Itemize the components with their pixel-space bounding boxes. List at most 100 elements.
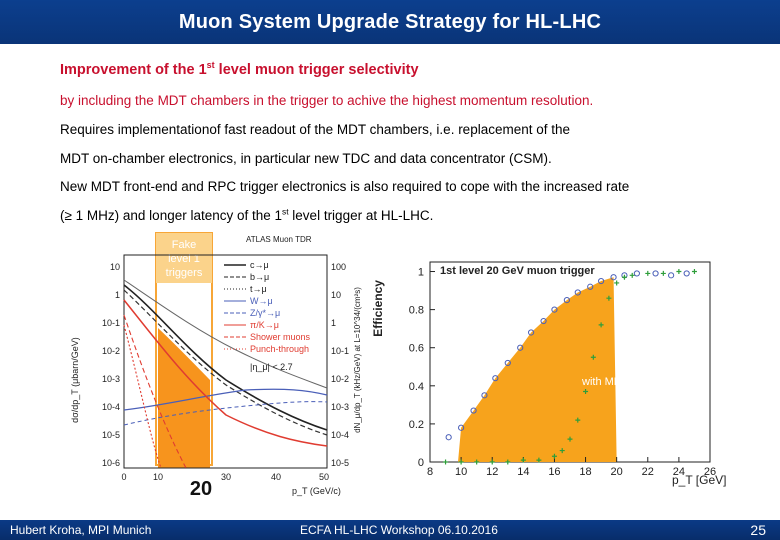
atlas-header: ATLAS Muon TDR: [246, 235, 312, 244]
fake-trigger-region: [158, 328, 210, 468]
legend-item: Z/γ*→μ: [250, 308, 280, 318]
x-tick: 26: [704, 466, 716, 478]
x-tick: 24: [673, 466, 685, 478]
bullet-line-3: MDT on-chamber electronics, in particula…: [60, 151, 552, 166]
legend-item: Punch-through: [250, 344, 309, 354]
x-tick: 30: [221, 472, 231, 482]
y-tick: 10-1: [102, 318, 120, 328]
line5-sup: st: [282, 206, 289, 217]
legend-item: W→μ: [250, 296, 273, 306]
y-tick: 0.2: [409, 419, 424, 431]
y2-tick: 10-2: [331, 374, 349, 384]
point-without-mdts: [563, 296, 570, 304]
point-without-mdts: [481, 392, 488, 399]
point-with-mdts: [551, 453, 557, 459]
point-with-mdts: [606, 295, 612, 301]
y-axis-label: dσ/dp_T (μbarn/GeV): [70, 337, 80, 423]
slide-title-bar: Muon System Upgrade Strategy for HL-LHC: [0, 0, 780, 44]
x-tick: 16: [548, 466, 560, 478]
plot-frame: [123, 254, 328, 469]
x-axis-label: p_T (GeV/c): [292, 486, 341, 496]
efficiency-chart: 1st level 20 GeV muon trigger Efficiency…: [372, 240, 732, 500]
point-without-mdts: [668, 272, 675, 279]
point-with-mdts: [598, 322, 604, 328]
x-tick: 12: [486, 466, 498, 478]
fake-trigger-label-bg: [156, 233, 212, 283]
point-without-mdts: [470, 407, 477, 414]
point-without-mdts: [492, 375, 499, 382]
point-with-mdts: [474, 459, 480, 465]
footer-author: Hubert Kroha, MPI Munich: [10, 523, 152, 537]
legend-item: π/K→μ: [250, 320, 279, 330]
highlight-20: 20: [190, 478, 212, 500]
point-with-mdts: [458, 459, 464, 465]
point-without-mdts: [633, 270, 640, 277]
x-axis-label: p_T [GeV]: [672, 473, 726, 487]
slide-footer: Hubert Kroha, MPI Munich ECFA HL-LHC Wor…: [0, 520, 780, 540]
point-without-mdts: [445, 434, 452, 441]
point-with-mdts: [583, 389, 589, 395]
y-tick: 1: [115, 290, 120, 300]
point-without-mdts: [683, 270, 690, 277]
point-without-mdts: [551, 306, 558, 313]
muon-rate-plot: Fake level 1 triggers ATLAS Muon TDR c→μ…: [66, 230, 366, 500]
eta-cut-label: |η_μ| < 2.7: [250, 362, 293, 372]
point-with-mdts: [443, 459, 449, 465]
bullet-line-2: Requires implementationof fast readout o…: [60, 122, 571, 137]
series-label-without-mdts: without MDTs: [443, 331, 511, 343]
legend-item: c→μ: [250, 260, 269, 270]
y-tick: 10-4: [102, 402, 120, 412]
y2-tick: 1: [331, 318, 336, 328]
point-without-mdts: [652, 270, 659, 277]
heading-text-end: level muon trigger selectivity: [214, 62, 419, 78]
x-tick: 18: [579, 466, 591, 478]
point-with-mdts: [614, 280, 620, 286]
point-without-mdts: [528, 329, 535, 336]
point-with-mdts: [489, 459, 495, 465]
page-number: 25: [750, 522, 766, 538]
y-tick: 0.6: [409, 343, 424, 355]
y2-axis-label: dN_μ/dp_T (kHz/GeV) at L=10^34/(cm²s): [353, 287, 362, 433]
point-with-mdts: [567, 436, 573, 442]
legend-item: b→μ: [250, 272, 269, 282]
y2-tick: 10-4: [331, 430, 349, 440]
point-with-mdts: [505, 459, 511, 465]
shaded-efficiency-region: [458, 277, 617, 462]
y-tick: 10-6: [102, 458, 120, 468]
bullet-line-1: by including the MDT chambers in the tri…: [60, 93, 594, 108]
legend-item: Shower muons: [250, 332, 311, 342]
point-with-mdts: [520, 457, 526, 463]
point-with-mdts: [691, 269, 697, 275]
line5-text-end: level trigger at HL-LHC.: [288, 208, 434, 223]
x-tick: 8: [427, 466, 433, 478]
heading-text: Improvement of the 1: [60, 62, 207, 78]
point-without-mdts: [598, 277, 605, 285]
point-without-mdts: [610, 274, 617, 281]
y-tick: 0.8: [409, 305, 424, 317]
y-tick: 10-2: [102, 346, 120, 356]
y-tick: 0.4: [409, 381, 424, 393]
point-without-mdts: [587, 283, 594, 290]
y2-tick: 10-3: [331, 402, 349, 412]
y2-tick: 10-5: [331, 458, 349, 468]
point-with-mdts: [559, 448, 565, 454]
box-label-1: Fake: [172, 239, 196, 251]
bullet-line-5: (≥ 1 MHz) and longer latency of the 1st …: [60, 206, 434, 223]
y2-tick: 100: [331, 262, 346, 272]
series-label-with-mdts: with MDTs: [581, 376, 633, 388]
point-with-mdts: [575, 417, 581, 423]
y2-tick: 10: [331, 290, 341, 300]
y-tick: 1: [418, 267, 424, 279]
chart-title: 1st level 20 GeV muon trigger: [440, 265, 595, 277]
point-with-mdts: [676, 269, 682, 275]
x-tick: 20: [611, 466, 623, 478]
slide-heading: Improvement of the 1st level muon trigge…: [60, 61, 419, 78]
x-tick: 22: [642, 466, 654, 478]
x-tick: 50: [319, 472, 329, 482]
slide-title: Muon System Upgrade Strategy for HL-LHC: [178, 11, 602, 33]
x-tick: 40: [271, 472, 281, 482]
y-tick: 10: [110, 262, 120, 272]
point-with-mdts: [590, 354, 596, 360]
point-with-mdts: [645, 270, 651, 276]
point-with-mdts: [660, 270, 666, 276]
